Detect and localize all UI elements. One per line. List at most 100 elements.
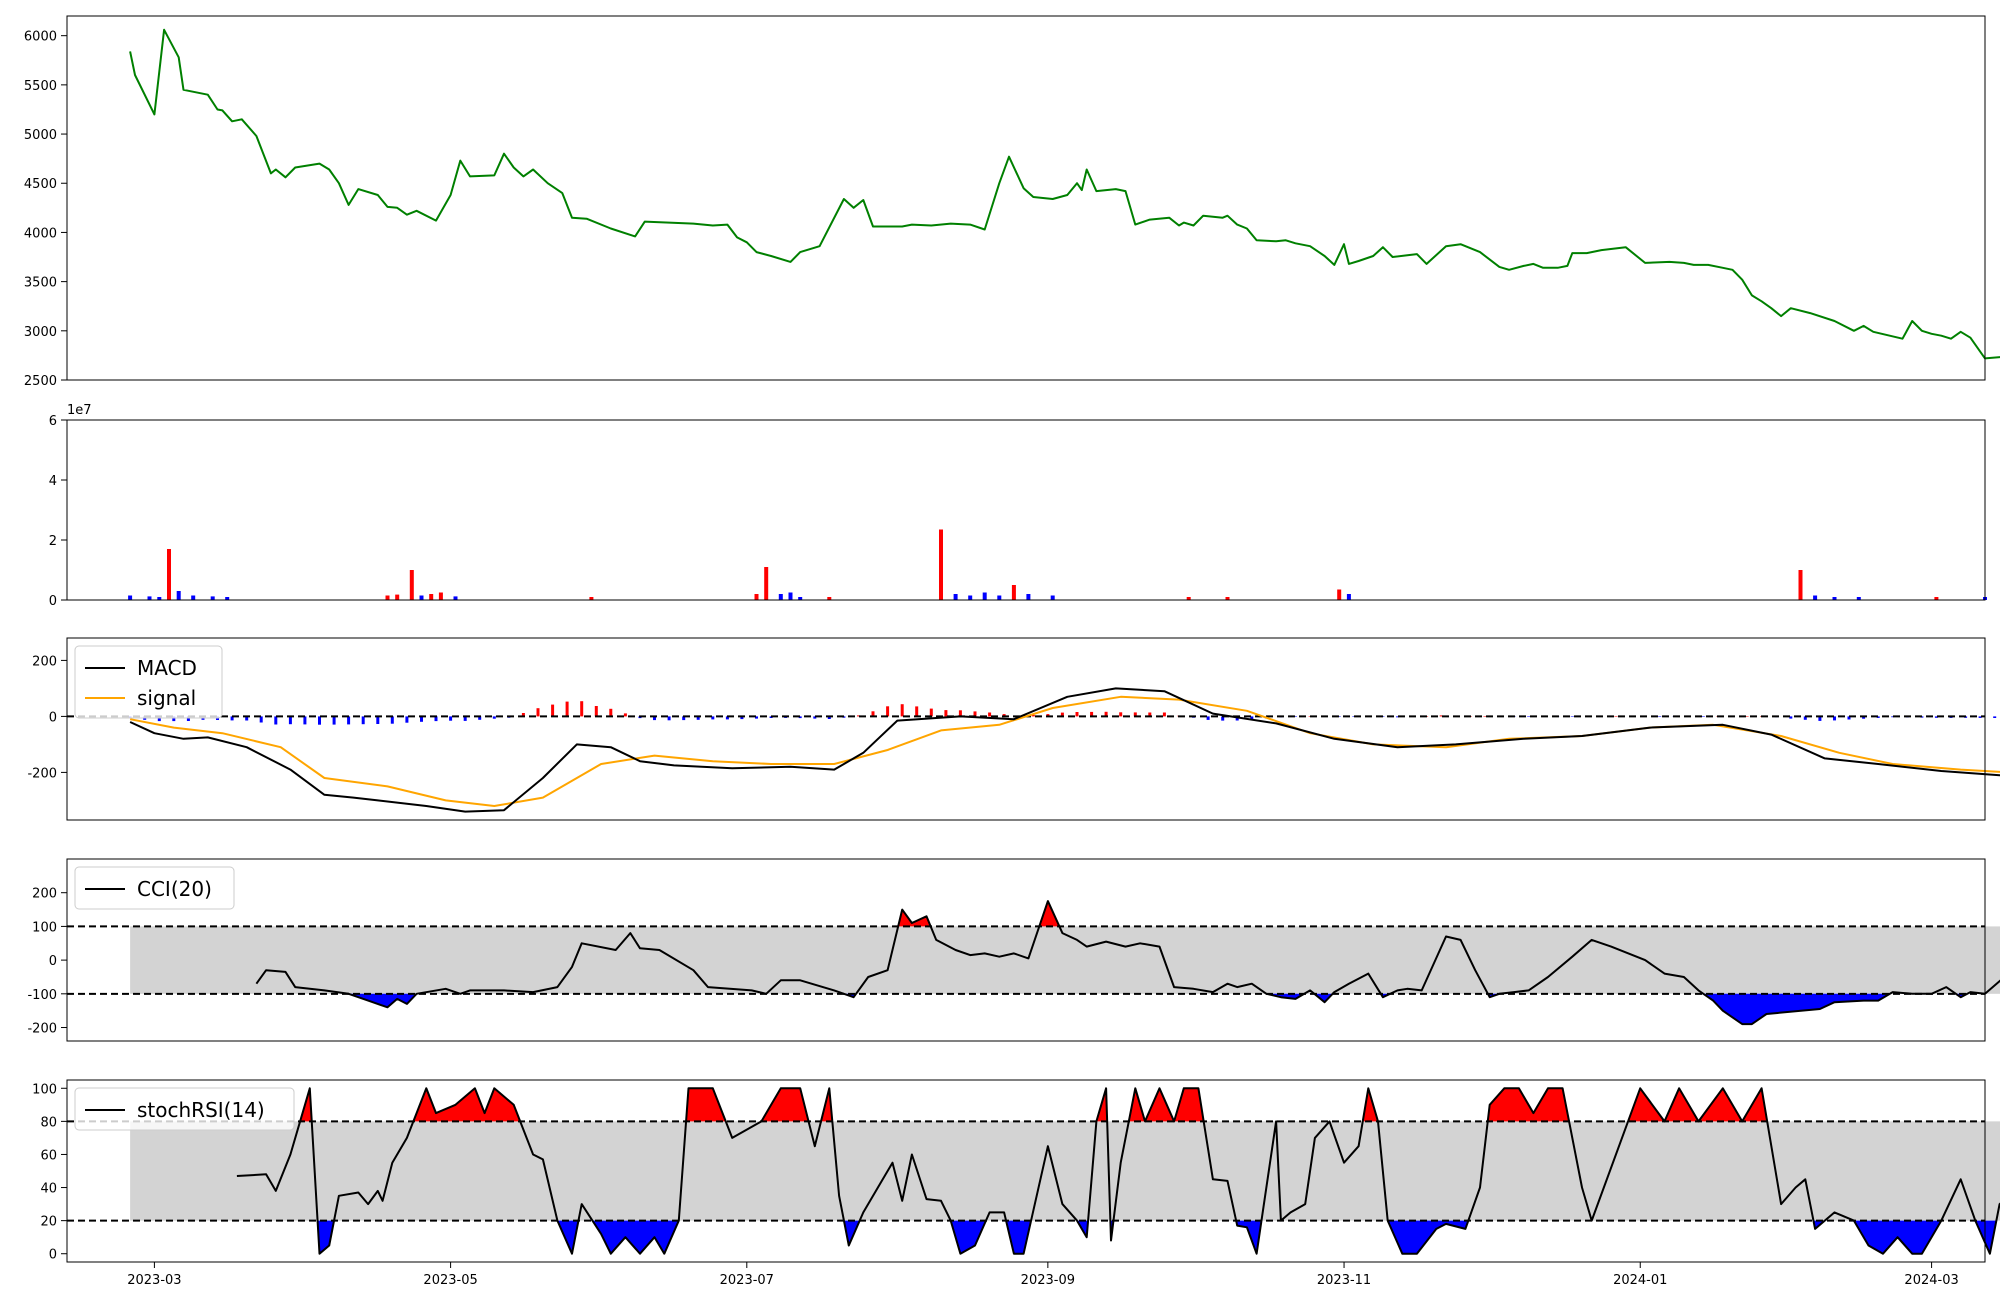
macd-histogram-bar [259, 716, 263, 723]
volume-bar [453, 596, 458, 600]
volume-bar [385, 595, 390, 600]
macd-histogram-bar [332, 716, 336, 725]
macd-histogram-bar [857, 715, 860, 717]
macd-histogram-bar [245, 716, 249, 721]
volume-bar [788, 592, 793, 600]
macd-histogram-bar [1250, 716, 1254, 720]
macd-histogram-bar [973, 711, 977, 717]
macd-histogram-bar [1891, 716, 1895, 718]
overbought-fill [1698, 1088, 1743, 1122]
volume-bar [1225, 597, 1230, 600]
macd-histogram-bar [405, 716, 409, 723]
neutral-band [130, 1121, 2000, 1221]
y-tick-label: 20 [40, 1215, 57, 1230]
oversold-fill [348, 993, 417, 1008]
axes-frame [66, 1079, 1986, 1263]
macd-histogram-bar [1206, 716, 1210, 720]
y-tick-label: 40 [40, 1182, 57, 1197]
macd-histogram-bar [318, 716, 321, 725]
volume-bar [968, 595, 973, 600]
volume-bar [438, 592, 443, 600]
volume-bar [429, 594, 434, 600]
axes-frame [66, 637, 1986, 821]
y-tick-label: -200 [27, 1022, 57, 1037]
overbought-fill [1664, 1088, 1699, 1122]
overbought-fill [413, 1088, 521, 1122]
macd-histogram-bar [1527, 716, 1531, 717]
macd-histogram-bar [944, 710, 948, 717]
macd-panel: -200 0 200 MACD signal [27, 637, 2000, 821]
macd-histogram-bar [755, 716, 758, 719]
macd-histogram-bar [594, 706, 598, 717]
volume-bar [419, 595, 424, 600]
volume-bar [778, 594, 783, 600]
y-tick-label: 5000 [24, 128, 57, 143]
overbought-fill [1128, 1088, 1145, 1122]
macd-histogram-bar [725, 716, 729, 720]
macd-histogram-bar [1396, 716, 1399, 718]
macd-histogram-bar [492, 716, 496, 719]
macd-histogram-bar [711, 716, 715, 720]
macd-histogram-bar [1745, 716, 1749, 717]
neutral-band [130, 926, 2000, 994]
macd-histogram-bar [1847, 716, 1851, 720]
oversold-fill [317, 1220, 335, 1254]
y-tick-label: -200 [27, 766, 57, 781]
x-axis: 2023-03 2023-05 2023-07 2023-09 2023-11 2024-… [127, 1262, 1959, 1288]
overbought-fill [1742, 1088, 1768, 1122]
volume-bar [157, 597, 162, 600]
axes-frame [66, 15, 1986, 381]
volume-bar [982, 592, 987, 600]
macd-histogram-bar [1235, 716, 1239, 721]
legend-box [74, 866, 235, 910]
macd-histogram-bar [1818, 716, 1822, 721]
macd-histogram-bar [1075, 712, 1079, 717]
macd-histogram-bar [1876, 716, 1880, 718]
macd-line [129, 687, 2000, 813]
macd-histogram-bar [871, 711, 875, 717]
overbought-fill [898, 909, 931, 927]
macd-histogram-bar [988, 712, 992, 717]
macd-histogram-bar [958, 710, 962, 717]
macd-histogram-bar [900, 704, 904, 717]
x-tick-label: 2024-03 [1904, 1273, 1958, 1288]
macd-histogram-bar [551, 704, 555, 717]
macd-histogram-bar [1803, 716, 1807, 720]
macd-histogram-bar [653, 716, 656, 721]
macd-histogram-bar [1133, 712, 1137, 717]
y-tick-label: 60 [40, 1148, 57, 1163]
macd-histogram-bar [929, 708, 933, 717]
macd-histogram-bar [1701, 716, 1705, 717]
volume-bar [827, 597, 832, 600]
legend-box [74, 1087, 295, 1131]
macd-histogram-bar [1104, 711, 1108, 717]
overbought-fill [1039, 901, 1060, 927]
y-tick-label: 3000 [24, 325, 57, 340]
y-tick-label: 5500 [24, 79, 57, 94]
macd-histogram-bar [390, 716, 394, 724]
macd-histogram-bar [1031, 714, 1035, 717]
oversold-fill [592, 1220, 679, 1254]
volume-bar [147, 596, 152, 600]
macd-histogram-bar [1119, 712, 1123, 717]
macd-histogram-bar [1060, 712, 1064, 717]
macd-histogram-bar [1352, 716, 1356, 717]
y-tick-label: -100 [27, 988, 57, 1003]
y-tick-label: 200 [32, 887, 57, 902]
y-tick-label: 3500 [24, 276, 57, 291]
macd-histogram-bar [813, 716, 817, 719]
x-tick-label: 2023-03 [127, 1273, 181, 1288]
y-tick-label: 2500 [24, 374, 57, 389]
cci-panel: -200 -100 0 100 200 CCI(20) [27, 858, 2000, 1042]
stochrsi-line [236, 1087, 2000, 1255]
macd-histogram-bar [172, 716, 176, 722]
oversold-fill [1314, 993, 1333, 1003]
legend-label: CCI(20) [137, 877, 212, 901]
macd-histogram-bar [798, 716, 802, 719]
macd-histogram-bar [361, 716, 365, 725]
macd-histogram-bar [696, 716, 700, 720]
macd-histogram-bar [376, 716, 380, 724]
macd-histogram-bar [1162, 712, 1166, 717]
legend-label: MACD [137, 656, 197, 680]
overbought-fill [1362, 1088, 1378, 1122]
